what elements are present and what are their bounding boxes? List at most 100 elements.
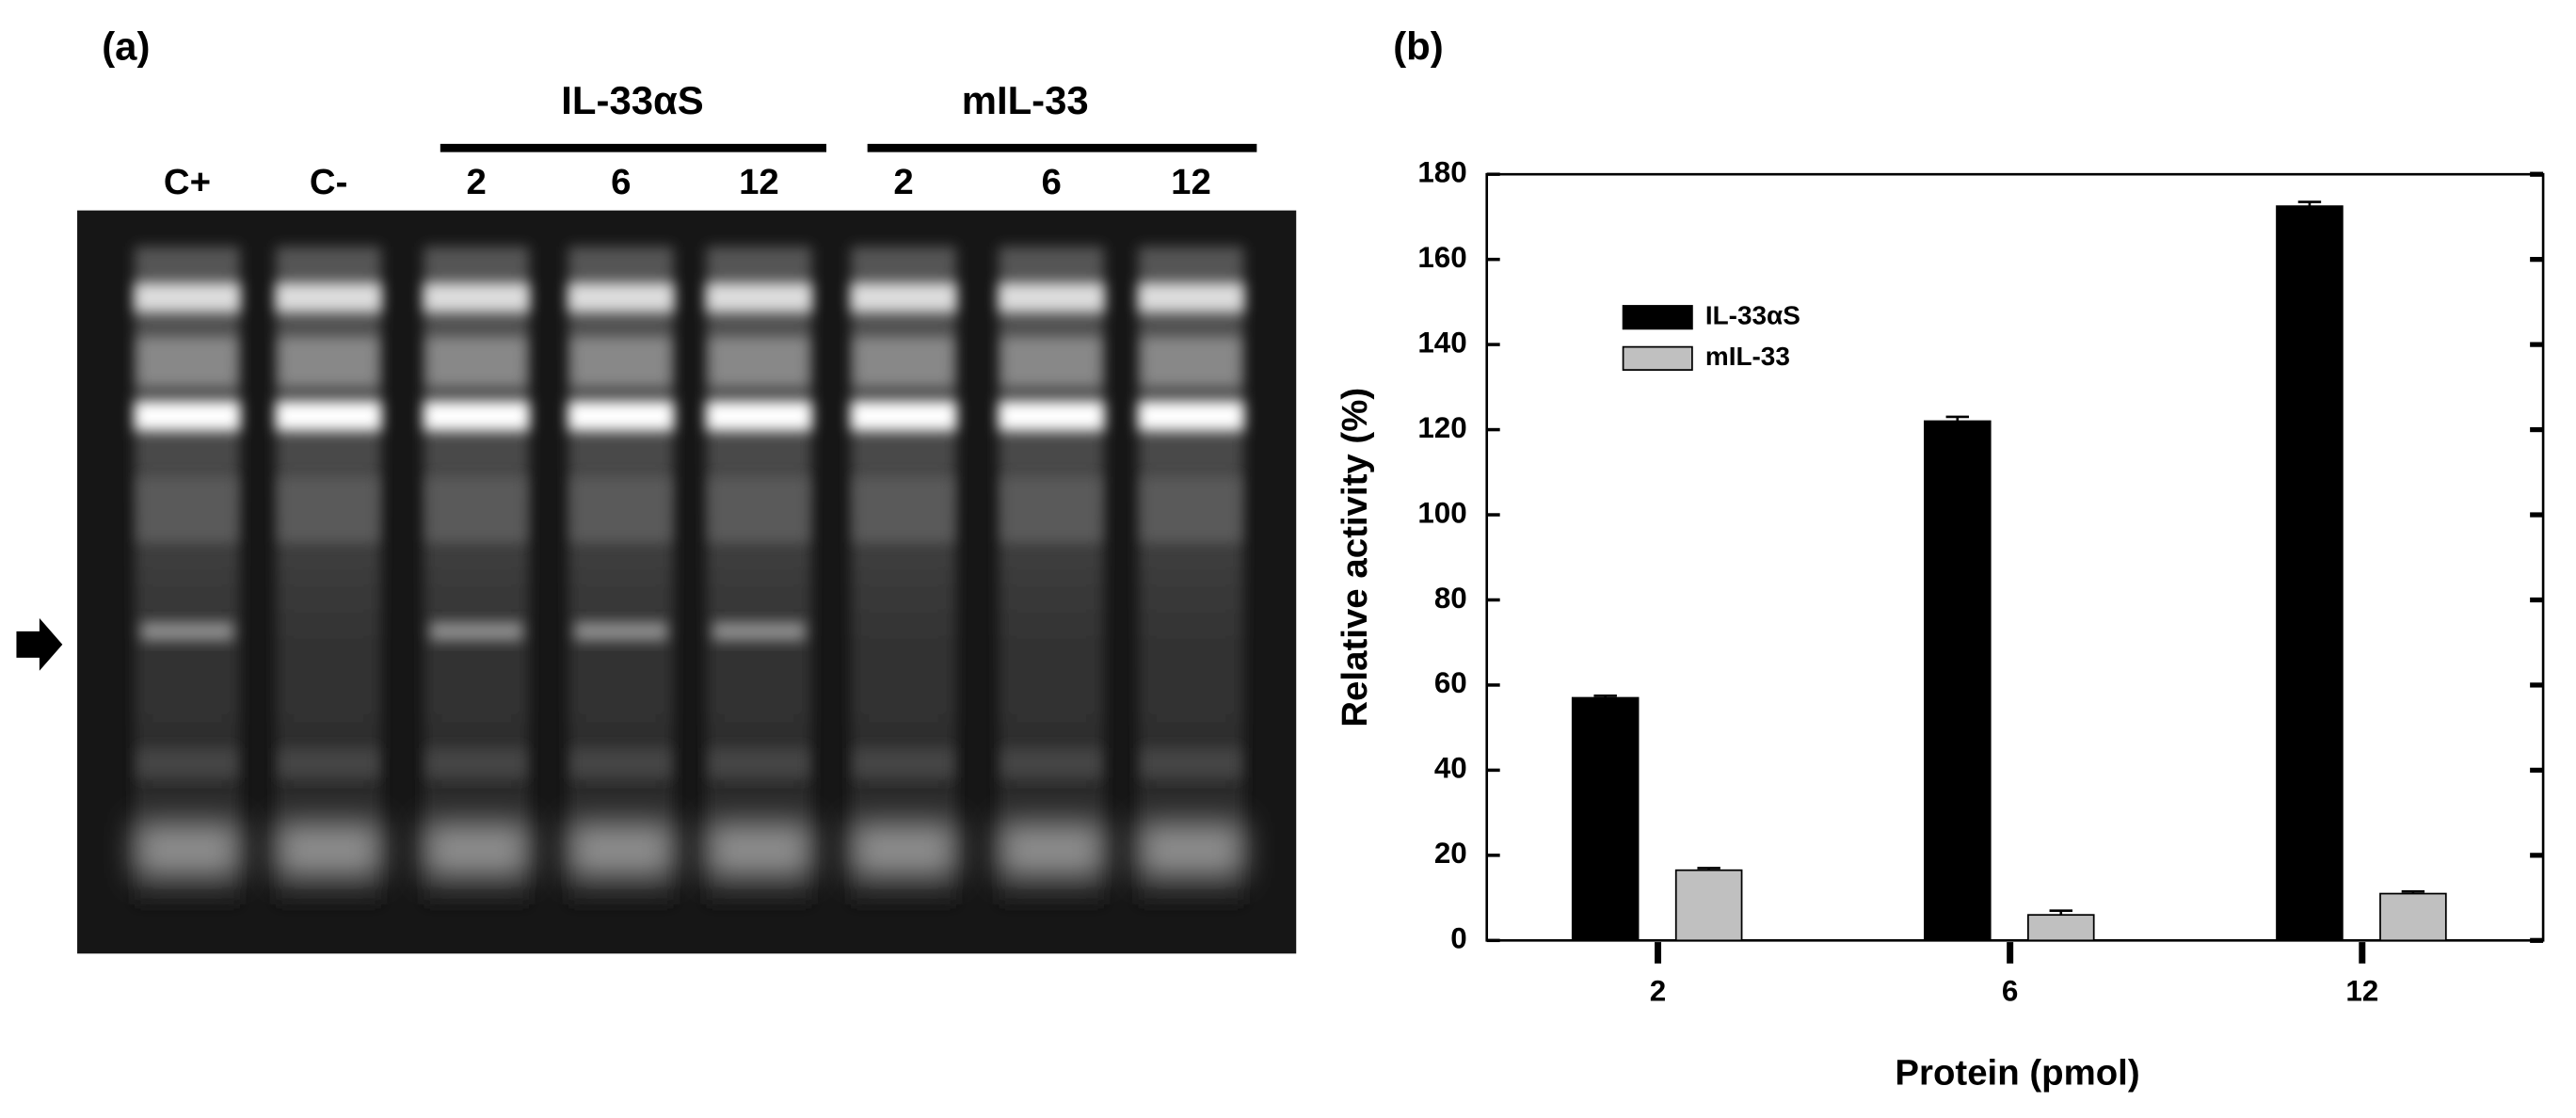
band: [137, 337, 237, 387]
legend-swatch: [1622, 345, 1693, 371]
band: [135, 282, 240, 312]
band: [851, 822, 956, 878]
error-bar: [2401, 889, 2425, 894]
lane-label: 2: [467, 162, 487, 202]
error-bar: [2049, 909, 2072, 916]
y-tick-label: 160: [1417, 241, 1466, 274]
y-tick-label: 60: [1434, 666, 1467, 699]
error-bar: [2297, 200, 2322, 207]
band: [1001, 337, 1101, 387]
band: [571, 476, 671, 543]
band: [135, 822, 240, 878]
band: [568, 822, 674, 878]
band: [571, 337, 671, 387]
band: [851, 401, 956, 431]
gel-background: [77, 210, 1297, 954]
arrow: [16, 617, 63, 671]
band: [276, 282, 381, 312]
error-bar: [1593, 694, 1617, 698]
x-tick-label: 12: [2345, 975, 2378, 1008]
lane-label: 12: [1171, 162, 1211, 202]
lane-label: C+: [164, 162, 211, 202]
y-tick-label: 80: [1434, 582, 1467, 615]
band: [279, 337, 378, 387]
band: [279, 747, 378, 778]
bar: [1674, 869, 1743, 942]
band: [1001, 747, 1101, 778]
band: [1142, 476, 1240, 543]
y-tick-label: 40: [1434, 752, 1467, 785]
band: [710, 337, 808, 387]
band: [710, 476, 808, 543]
y-tick-label: 100: [1417, 496, 1466, 529]
band: [854, 747, 953, 778]
bar: [2379, 892, 2447, 942]
band: [1142, 337, 1240, 387]
bar: [1924, 420, 1992, 942]
band: [424, 282, 530, 312]
bar: [1571, 696, 1640, 942]
band: [426, 476, 526, 543]
bar: [2276, 205, 2344, 942]
gel-lanes: [135, 247, 1244, 904]
band: [430, 621, 523, 642]
band: [279, 476, 378, 543]
error-bar: [1697, 867, 1720, 870]
band: [1001, 476, 1101, 543]
y-tick-label: 120: [1417, 411, 1466, 444]
x-axis-label: Protein (pmol): [1895, 1053, 2139, 1094]
y-tick-label: 140: [1417, 326, 1466, 359]
band: [424, 401, 530, 431]
lane-label: C-: [310, 162, 348, 202]
band: [854, 476, 953, 543]
group-label: mIL-33: [962, 78, 1089, 122]
legend-label: mIL-33: [1705, 342, 1790, 371]
lane-label: 12: [739, 162, 779, 202]
band: [706, 282, 812, 312]
error-bar: [1945, 415, 1970, 422]
band: [999, 282, 1104, 312]
band: [574, 621, 667, 642]
lane-label: 2: [893, 162, 913, 202]
band: [706, 401, 812, 431]
panel-label: (a): [102, 24, 150, 68]
band: [141, 621, 233, 642]
y-tick-label: 0: [1450, 922, 1466, 955]
band: [276, 401, 381, 431]
plot-frame: [1485, 172, 2545, 942]
lane-label: 6: [611, 162, 631, 202]
band: [1142, 747, 1240, 778]
band: [135, 401, 240, 431]
panel-label: (b): [1393, 24, 1443, 68]
band: [426, 337, 526, 387]
band: [712, 621, 806, 642]
band: [137, 747, 237, 778]
band: [999, 822, 1104, 878]
legend-label: IL-33αS: [1705, 301, 1800, 330]
x-tick-label: 2: [1650, 975, 1666, 1008]
legend-swatch: [1622, 305, 1693, 330]
band: [1138, 401, 1244, 431]
y-axis-label: Relative activity (%): [1335, 388, 1375, 727]
y-tick-label: 20: [1434, 837, 1467, 870]
band: [854, 337, 953, 387]
band: [568, 282, 674, 312]
group-label: IL-33αS: [561, 78, 703, 122]
band: [710, 747, 808, 778]
band: [568, 401, 674, 431]
lane-label: 6: [1041, 162, 1061, 202]
bar: [2026, 914, 2095, 942]
band: [137, 476, 237, 543]
band: [1138, 822, 1244, 878]
band: [999, 401, 1104, 431]
band: [706, 822, 812, 878]
band: [1138, 282, 1244, 312]
band: [276, 822, 381, 878]
band: [424, 822, 530, 878]
band: [426, 747, 526, 778]
band: [571, 747, 671, 778]
x-tick-label: 6: [2002, 975, 2018, 1008]
band: [851, 282, 956, 312]
